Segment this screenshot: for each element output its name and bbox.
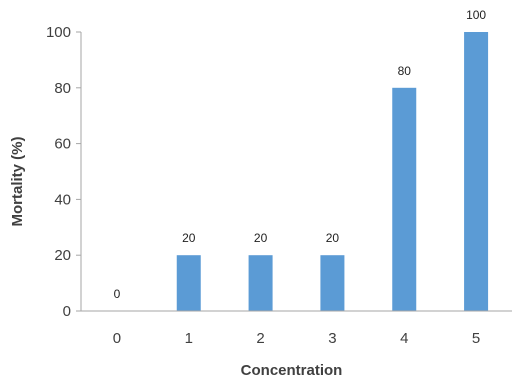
data-label: 20 bbox=[254, 231, 268, 245]
x-axis-ticks: 0 1 2 3 4 5 bbox=[113, 330, 481, 347]
bar bbox=[248, 255, 273, 311]
bar bbox=[320, 255, 345, 311]
y-tick-label: 20 bbox=[54, 247, 71, 264]
y-tick-label: 60 bbox=[54, 136, 71, 153]
bar bbox=[176, 255, 201, 311]
data-labels: 0 20 20 20 80 100 bbox=[114, 8, 487, 301]
data-label: 0 bbox=[114, 287, 121, 301]
y-tick-label: 100 bbox=[46, 24, 71, 41]
y-tick-label: 80 bbox=[54, 80, 71, 97]
x-tick-label: 2 bbox=[256, 330, 264, 347]
y-tick-label: 0 bbox=[63, 303, 71, 320]
bar bbox=[464, 32, 489, 311]
x-tick-label: 4 bbox=[400, 330, 408, 347]
x-tick-label: 5 bbox=[472, 330, 480, 347]
bar bbox=[392, 87, 417, 311]
x-tick-label: 3 bbox=[328, 330, 336, 347]
x-axis-title: Concentration bbox=[241, 362, 343, 379]
x-tick-label: 1 bbox=[185, 330, 193, 347]
data-label: 80 bbox=[398, 64, 412, 78]
y-tick-label: 40 bbox=[54, 191, 71, 208]
x-tick-label: 0 bbox=[113, 330, 121, 347]
y-axis-ticks: 0 20 40 60 80 100 bbox=[46, 24, 81, 320]
y-axis-title: Mortality (%) bbox=[9, 136, 26, 226]
bar-series bbox=[176, 32, 489, 311]
data-label: 20 bbox=[182, 231, 196, 245]
data-label: 100 bbox=[466, 8, 486, 22]
data-label: 20 bbox=[326, 231, 340, 245]
